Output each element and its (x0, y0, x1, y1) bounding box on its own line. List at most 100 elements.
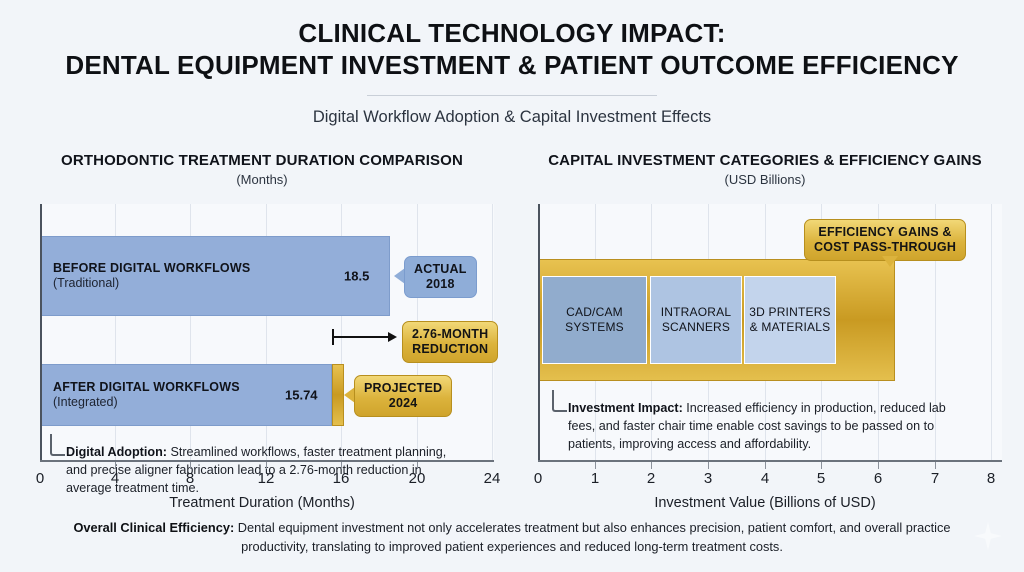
axis-tick (878, 462, 879, 469)
footer-note: Overall Clinical Efficiency: Dental equi… (70, 518, 954, 556)
callout-pointer-actual (394, 268, 405, 284)
header: CLINICAL TECHNOLOGY IMPACT: DENTAL EQUIP… (0, 18, 1024, 127)
callout-reduction[interactable]: 2.76-MONTH REDUCTION (402, 321, 499, 363)
segment-label-line2: SCANNERS (661, 320, 731, 334)
title-line-2: DENTAL EQUIPMENT INVESTMENT & PATIENT OU… (65, 49, 959, 80)
right-note-bold: Investment Impact: (568, 401, 683, 415)
x-tick-label: 2 (646, 470, 656, 487)
segment-label-line1: INTRAORAL (660, 305, 732, 319)
axis-tick (651, 462, 652, 469)
bar-label: BEFORE DIGITAL WORKFLOWS (53, 260, 251, 275)
axis-tick (115, 462, 116, 469)
bar-label: AFTER DIGITAL WORKFLOWS (53, 379, 240, 394)
reduction-arrow-line (332, 336, 390, 338)
callout-actual-2018[interactable]: ACTUAL 2018 (404, 256, 477, 298)
left-y-axis (40, 204, 42, 462)
gridline (190, 204, 191, 460)
left-chart-units: (Months) (236, 172, 288, 187)
segment-label-line2: SYSTEMS (565, 320, 624, 334)
segment-3d-printers-materials[interactable]: 3D PRINTERS & MATERIALS (744, 276, 836, 364)
callout-actual-line2: 2018 (425, 276, 455, 291)
segment-label-line1: 3D PRINTERS (749, 305, 831, 319)
x-tick-label: 6 (873, 470, 883, 487)
note-elbow (552, 390, 567, 412)
right-x-axis (538, 460, 1002, 462)
segment-label: CAD/CAM SYSTEMS (565, 305, 624, 335)
left-chart-title: ORTHODONTIC TREATMENT DURATION COMPARISO… (61, 152, 463, 169)
gridline (991, 204, 992, 460)
left-plot-area: BEFORE DIGITAL WORKFLOWS (Traditional) 1… (22, 204, 502, 495)
bar-after-digital-workflows[interactable]: AFTER DIGITAL WORKFLOWS (Integrated) (40, 364, 332, 426)
gridline (115, 204, 116, 460)
page-subtitle: Digital Workflow Adoption & Capital Inve… (312, 108, 712, 127)
left-chart-panel: ORTHODONTIC TREATMENT DURATION COMPARISO… (22, 152, 502, 511)
axis-tick (765, 462, 766, 469)
title-divider (367, 95, 657, 97)
x-tick-label: 4 (110, 470, 120, 487)
axis-tick (821, 462, 822, 469)
x-tick-label: 5 (816, 470, 826, 487)
callout-projected-2024[interactable]: PROJECTED 2024 (354, 375, 453, 417)
x-tick-label: 8 (185, 470, 195, 487)
axis-tick (341, 462, 342, 469)
right-x-axis-title: Investment Value (Billions of USD) (654, 495, 876, 511)
bar-sublabel: (Traditional) (53, 276, 120, 290)
footer-bold: Overall Clinical Efficiency: (73, 519, 235, 535)
axis-tick (417, 462, 418, 469)
bar-value-after: 15.74 (285, 387, 318, 403)
bar-after-gold-cap (332, 364, 344, 426)
callout-efficiency-line1: EFFICIENCY GAINS & (818, 225, 952, 239)
right-chart-title: CAPITAL INVESTMENT CATEGORIES & EFFICIEN… (548, 152, 982, 169)
callout-projected-line1: PROJECTED (364, 381, 443, 395)
gridline (266, 204, 267, 460)
reduction-arrow-head (388, 332, 397, 342)
sparkle-icon (974, 522, 1002, 550)
callout-pointer-efficiency (882, 256, 898, 267)
segment-label-line2: & MATERIALS (749, 320, 831, 334)
x-tick-label: 12 (257, 470, 275, 487)
right-chart-panel: CAPITAL INVESTMENT CATEGORIES & EFFICIEN… (520, 152, 1010, 511)
segment-intraoral-scanners[interactable]: INTRAORAL SCANNERS (650, 276, 742, 364)
left-note-text: Streamlined workflows, faster treatment … (66, 445, 447, 495)
left-note: Digital Adoption: Streamlined workflows,… (50, 434, 456, 498)
bar-label-group: BEFORE DIGITAL WORKFLOWS (Traditional) (53, 261, 250, 292)
segment-cad-cam-systems[interactable]: CAD/CAM SYSTEMS (542, 276, 647, 364)
axis-tick (266, 462, 267, 469)
callout-projected-line2: 2024 (388, 395, 418, 410)
callout-reduction-line2: REDUCTION (412, 341, 489, 356)
x-tick-label: 1 (590, 470, 600, 487)
segment-label-line1: CAD/CAM (566, 305, 623, 319)
callout-efficiency-gains[interactable]: EFFICIENCY GAINS & COST PASS-THROUGH (804, 219, 967, 261)
right-y-axis (538, 204, 540, 462)
callout-reduction-line1: 2.76-MONTH (412, 327, 489, 341)
x-tick-label: 0 (35, 470, 45, 487)
axis-tick (190, 462, 191, 469)
page-title: CLINICAL TECHNOLOGY IMPACT: DENTAL EQUIP… (0, 18, 1024, 81)
x-tick-label: 3 (703, 470, 713, 487)
callout-pointer-projected (344, 387, 355, 403)
axis-tick (708, 462, 709, 469)
right-chart-units: (USD Billions) (724, 172, 806, 187)
bar-before-digital-workflows[interactable]: BEFORE DIGITAL WORKFLOWS (Traditional) (40, 236, 390, 316)
bar-label-group: AFTER DIGITAL WORKFLOWS (Integrated) (53, 380, 240, 411)
x-tick-label: 20 (408, 470, 426, 487)
callout-actual-line1: ACTUAL (414, 262, 467, 276)
right-plot-area: CAD/CAM SYSTEMS INTRAORAL SCANNERS 3D PR… (520, 204, 1010, 469)
note-elbow (50, 434, 65, 456)
left-x-axis-title: Treatment Duration (Months) (169, 495, 355, 511)
bar-sublabel: (Integrated) (53, 395, 118, 409)
footer-text: Dental equipment investment not only acc… (234, 519, 951, 554)
x-tick-label: 16 (332, 470, 350, 487)
right-note: Investment Impact: Increased efficiency … (552, 390, 973, 454)
gridline (935, 204, 936, 460)
title-line-1: CLINICAL TECHNOLOGY IMPACT: (298, 18, 726, 48)
segment-label: INTRAORAL SCANNERS (661, 305, 731, 335)
left-note-bold: Digital Adoption: (66, 445, 167, 459)
x-tick-label: 24 (483, 470, 501, 487)
axis-tick (595, 462, 596, 469)
right-note-text: Increased efficiency in production, redu… (568, 401, 946, 451)
callout-efficiency-line2: COST PASS-THROUGH (814, 239, 957, 254)
axis-tick (935, 462, 936, 469)
gridline (341, 204, 342, 460)
